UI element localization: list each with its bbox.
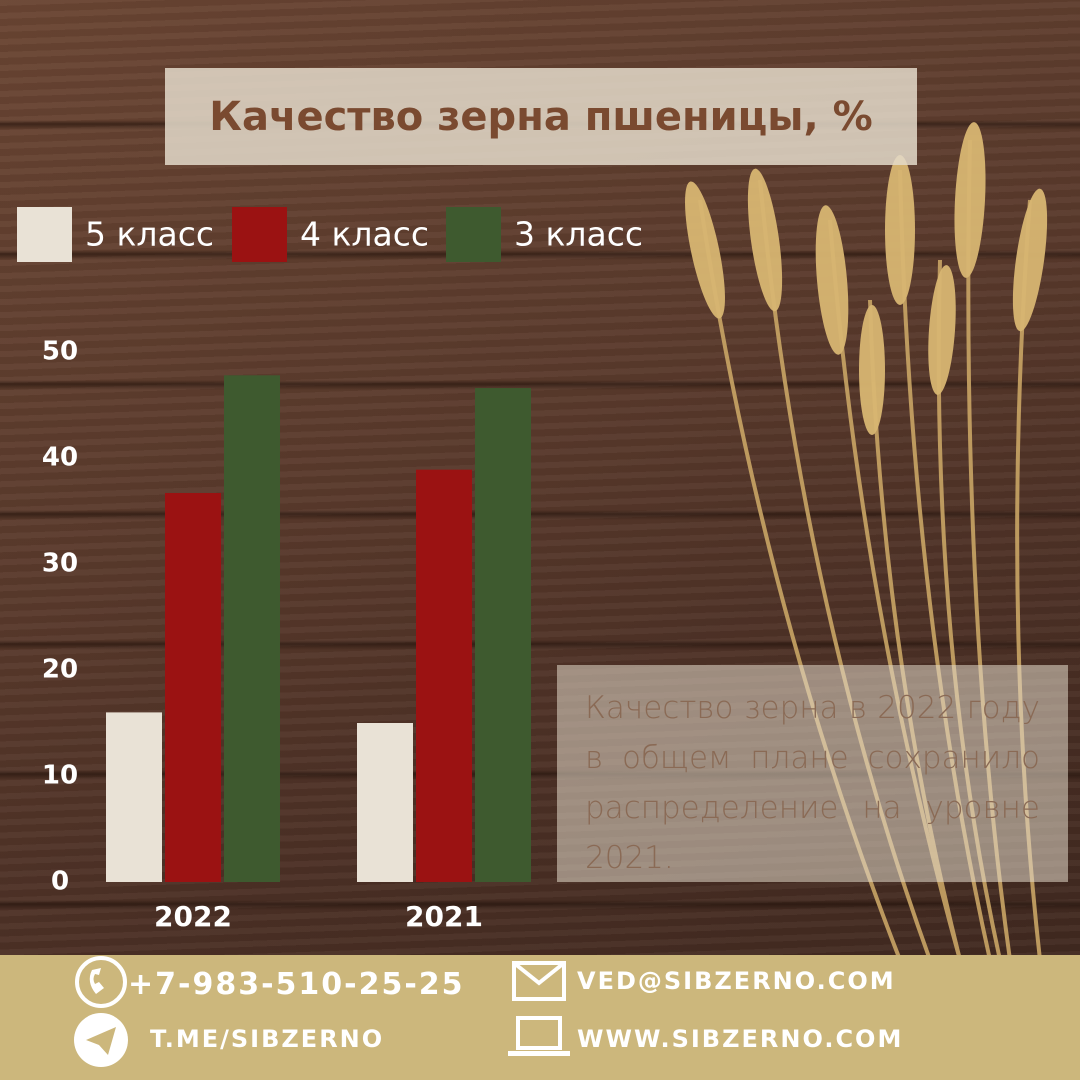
y-tick-label: 40 <box>42 443 78 473</box>
y-tick-label: 50 <box>42 337 78 367</box>
website: WWW.SIBZERNO.COM <box>577 1025 904 1053</box>
telegram: T.ME/SIBZERNO <box>150 1025 385 1053</box>
y-tick-label: 10 <box>42 761 78 791</box>
legend-label: 3 класс <box>514 215 643 254</box>
legend-label: 4 класс <box>300 215 429 254</box>
legend-swatch <box>17 207 72 262</box>
bar <box>475 388 531 882</box>
footer-icons <box>74 956 570 1067</box>
chart-title: Качество зерна пшеницы, % <box>165 68 917 165</box>
x-tick-label: 2022 <box>154 900 232 933</box>
bar <box>357 723 413 882</box>
y-tick-label: 20 <box>42 655 78 685</box>
bar <box>165 492 221 882</box>
legend-label: 5 класс <box>85 215 214 254</box>
bar <box>106 712 162 882</box>
phone: +7-983-510-25-25 <box>128 967 465 1002</box>
bar <box>416 469 472 882</box>
y-tick-label: 0 <box>51 867 69 897</box>
annotation: Качество зерна в 2022 году в общем плане… <box>557 665 1068 882</box>
legend-swatch <box>232 207 287 262</box>
bar <box>224 375 280 882</box>
email: VED@SIBZERNO.COM <box>577 967 896 995</box>
footer: +7-983-510-25-25 VED@SIBZERNO.COM T.ME/S… <box>0 955 1080 1080</box>
legend-swatch <box>446 207 501 262</box>
y-tick-label: 30 <box>42 549 78 579</box>
x-tick-label: 2021 <box>405 900 483 933</box>
